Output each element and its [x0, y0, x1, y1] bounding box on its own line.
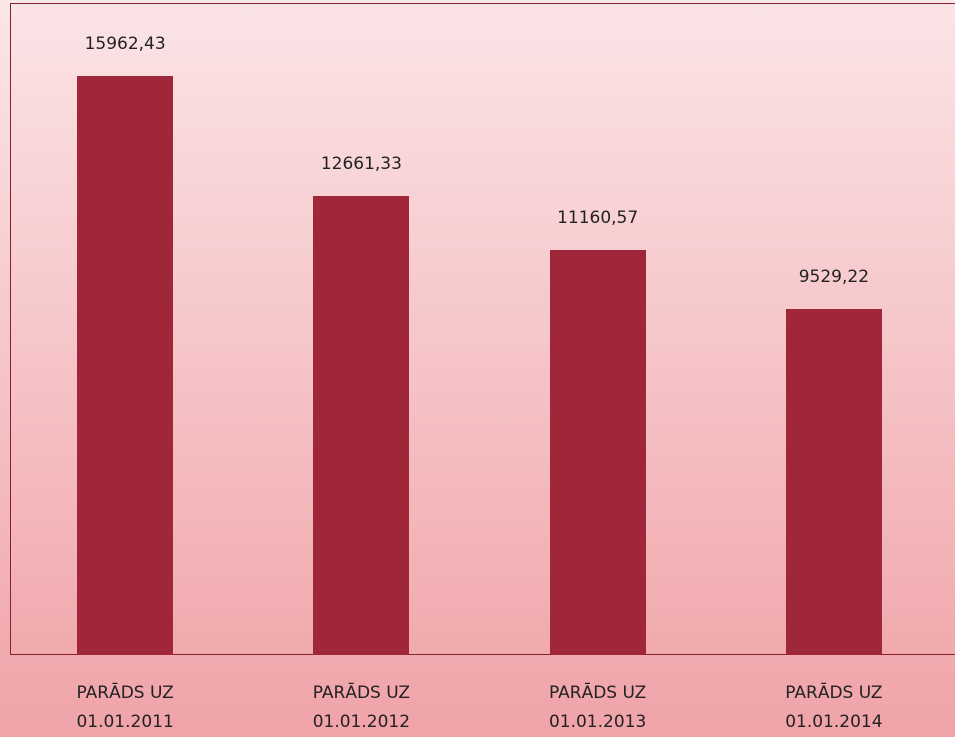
x-tick-label: PARĀDS UZ 01.01.2014 — [785, 683, 883, 732]
bar — [77, 76, 174, 655]
bar — [549, 250, 646, 655]
data-label: 15962,43 — [84, 34, 166, 54]
bar — [785, 309, 882, 655]
data-label: 11160,57 — [557, 208, 639, 229]
data-label: 9529,22 — [798, 267, 870, 288]
data-label: 12661,33 — [320, 153, 402, 174]
x-tick-label: PARĀDS UZ 01.01.2012 — [312, 683, 411, 732]
x-tick-label: PARĀDS UZ 01.01.2013 — [548, 683, 647, 732]
x-tick-label: PARĀDS UZ 01.01.2011 — [76, 683, 174, 732]
bar — [313, 195, 410, 655]
